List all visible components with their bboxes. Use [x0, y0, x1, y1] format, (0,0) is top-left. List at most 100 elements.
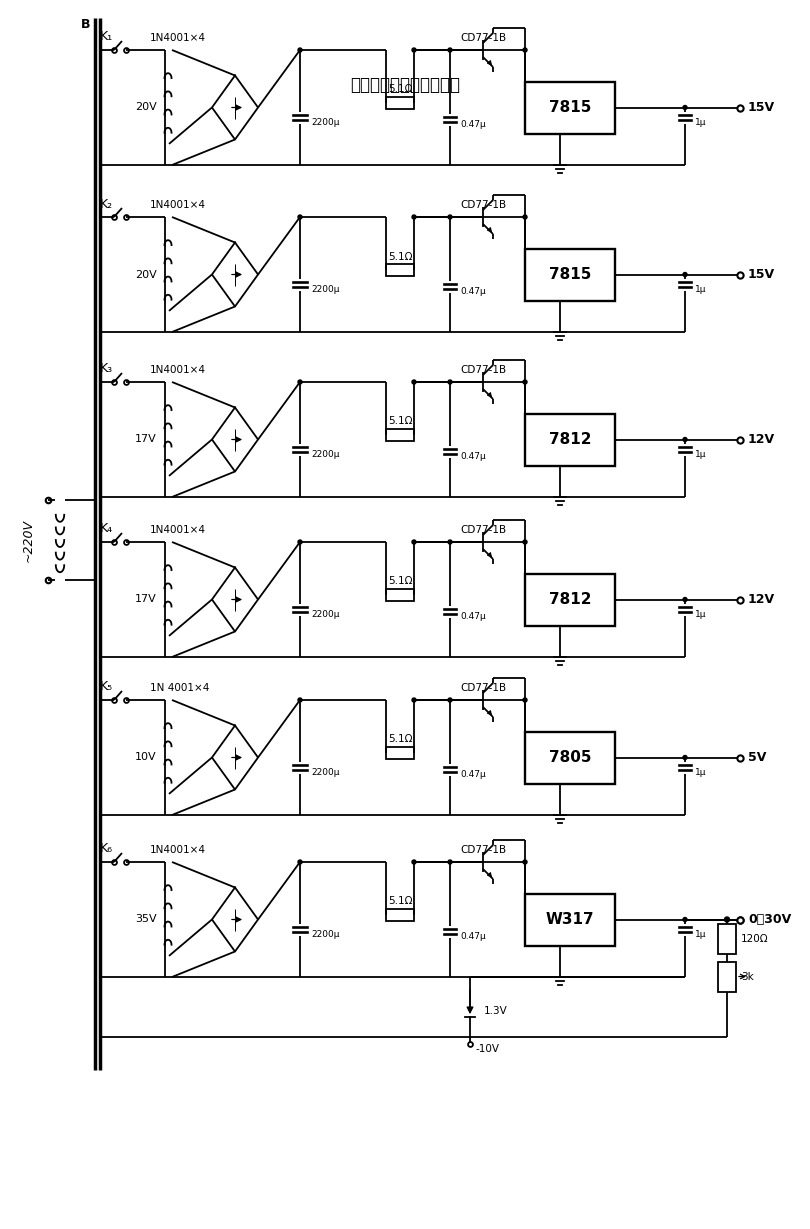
Circle shape: [448, 380, 452, 383]
Circle shape: [523, 540, 527, 544]
Text: 5.1Ω: 5.1Ω: [388, 735, 412, 745]
Circle shape: [412, 860, 416, 864]
Bar: [386, 746, 414, 758]
Text: K₅: K₅: [100, 681, 113, 693]
Bar: [386, 589, 414, 601]
Text: 1μ: 1μ: [695, 768, 706, 777]
Bar: [525, 731, 615, 784]
Text: 0.47μ: 0.47μ: [460, 612, 486, 621]
Text: 1N4001×4: 1N4001×4: [150, 200, 206, 210]
Circle shape: [724, 917, 730, 922]
Circle shape: [448, 698, 452, 702]
Text: CD77-1B: CD77-1B: [460, 200, 506, 210]
Text: 120Ω: 120Ω: [741, 934, 769, 944]
Text: 35V: 35V: [135, 914, 157, 924]
Bar: [525, 574, 615, 626]
Text: 12V: 12V: [748, 594, 775, 606]
Circle shape: [412, 48, 416, 52]
Bar: [386, 263, 414, 275]
Text: 5.1Ω: 5.1Ω: [388, 417, 412, 426]
Text: K₃: K₃: [100, 363, 113, 376]
Text: 10V: 10V: [135, 752, 157, 762]
Circle shape: [298, 698, 302, 702]
Text: K₄: K₄: [100, 522, 113, 536]
Bar: [525, 893, 615, 945]
Circle shape: [448, 540, 452, 544]
Text: 20V: 20V: [135, 269, 157, 279]
Circle shape: [298, 48, 302, 52]
Text: ~220V: ~220V: [22, 519, 35, 562]
Bar: [718, 961, 736, 992]
Text: 家庭实验室用的稳压电源: 家庭实验室用的稳压电源: [350, 76, 460, 93]
Text: 3k: 3k: [741, 971, 754, 982]
Circle shape: [683, 106, 687, 109]
Text: 5.1Ω: 5.1Ω: [388, 576, 412, 586]
Circle shape: [683, 918, 687, 922]
Bar: [386, 908, 414, 921]
Text: 0.47μ: 0.47μ: [460, 120, 486, 129]
Text: 1μ: 1μ: [695, 450, 706, 458]
Circle shape: [683, 756, 687, 760]
Text: 7805: 7805: [548, 750, 591, 764]
Text: 1μ: 1μ: [695, 930, 706, 939]
Text: 7812: 7812: [548, 592, 591, 607]
Text: CD77-1B: CD77-1B: [460, 365, 506, 375]
Text: K₁: K₁: [100, 31, 113, 43]
Text: 2200μ: 2200μ: [311, 610, 339, 619]
Circle shape: [523, 48, 527, 52]
Circle shape: [298, 380, 302, 383]
Circle shape: [412, 380, 416, 383]
Text: 17V: 17V: [135, 435, 157, 445]
Text: 0.47μ: 0.47μ: [460, 932, 486, 941]
Text: 1μ: 1μ: [695, 118, 706, 127]
Text: 1N4001×4: 1N4001×4: [150, 365, 206, 375]
Text: 2200μ: 2200μ: [311, 285, 339, 294]
Circle shape: [412, 540, 416, 544]
Text: 7815: 7815: [549, 100, 591, 116]
Text: 2200μ: 2200μ: [311, 450, 339, 458]
Text: CD77-1B: CD77-1B: [460, 525, 506, 535]
Text: 5.1Ω: 5.1Ω: [388, 252, 412, 262]
Circle shape: [412, 215, 416, 219]
Text: 1N4001×4: 1N4001×4: [150, 525, 206, 535]
Bar: [525, 413, 615, 466]
Text: 0.47μ: 0.47μ: [460, 288, 486, 296]
Circle shape: [523, 380, 527, 383]
Bar: [386, 429, 414, 440]
Circle shape: [298, 540, 302, 544]
Text: 0.47μ: 0.47μ: [460, 452, 486, 461]
Circle shape: [523, 860, 527, 864]
Text: CD77-1B: CD77-1B: [460, 846, 506, 855]
Text: 1μ: 1μ: [695, 610, 706, 619]
Circle shape: [298, 215, 302, 219]
Text: 1N4001×4: 1N4001×4: [150, 33, 206, 43]
Text: 1.3V: 1.3V: [484, 1007, 508, 1016]
Text: 1N 4001×4: 1N 4001×4: [150, 683, 209, 693]
Circle shape: [448, 48, 452, 52]
Text: CD77-1B: CD77-1B: [460, 33, 506, 43]
Text: K₆: K₆: [100, 843, 113, 855]
Bar: [718, 923, 736, 954]
Circle shape: [448, 860, 452, 864]
Text: 5.1Ω: 5.1Ω: [388, 85, 412, 95]
Text: K₂: K₂: [100, 198, 113, 210]
Circle shape: [683, 438, 687, 441]
Text: 2200μ: 2200μ: [311, 930, 339, 939]
Circle shape: [523, 215, 527, 219]
Circle shape: [683, 597, 687, 601]
Text: 12V: 12V: [748, 433, 775, 446]
Text: B: B: [80, 18, 90, 32]
Circle shape: [412, 698, 416, 702]
Circle shape: [683, 273, 687, 277]
Text: 1N4001×4: 1N4001×4: [150, 846, 206, 855]
Circle shape: [298, 860, 302, 864]
Bar: [386, 97, 414, 108]
Text: 7812: 7812: [548, 433, 591, 447]
Text: 15V: 15V: [748, 101, 775, 114]
Text: 1μ: 1μ: [695, 285, 706, 294]
Text: CD77-1B: CD77-1B: [460, 683, 506, 693]
Text: 2200μ: 2200μ: [311, 768, 339, 777]
Text: 7815: 7815: [549, 267, 591, 281]
Circle shape: [448, 215, 452, 219]
Text: 0.47μ: 0.47μ: [460, 771, 486, 779]
